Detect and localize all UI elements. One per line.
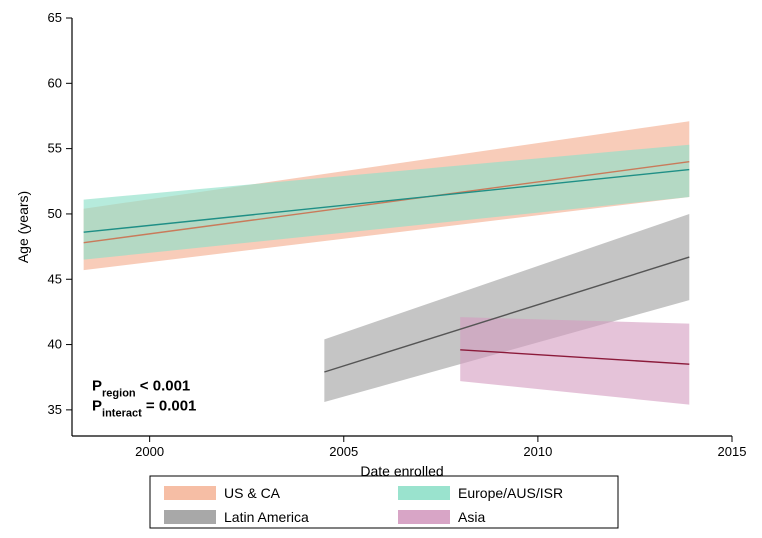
legend-swatch-3 [398,510,450,524]
legend-label-1: Europe/AUS/ISR [458,485,563,501]
y-tick-label: 60 [48,75,62,90]
legend: US & CA Europe/AUS/ISR Latin America Asia [150,476,618,528]
y-tick-label: 65 [48,10,62,25]
p-interact-sub: interact [102,407,142,419]
y-tick-label: 35 [48,402,62,417]
legend-label-2: Latin America [224,509,309,525]
p-region-sub: region [102,387,136,399]
legend-swatch-1 [398,486,450,500]
x-tick-label: 2005 [329,444,358,459]
p-region-label: P [92,377,102,394]
x-tick-label: 2015 [718,444,747,459]
legend-frame [150,476,618,528]
p-region-rest: < 0.001 [136,377,191,394]
y-tick-label: 55 [48,141,62,156]
legend-label-3: Asia [458,509,485,525]
y-tick-label: 45 [48,271,62,286]
legend-label-0: US & CA [224,485,281,501]
y-tick-label: 50 [48,206,62,221]
y-tick-label: 40 [48,337,62,352]
age-vs-enrollment-chart: 35 40 45 50 55 60 65 2000 2005 2010 2015 Age (years… [0,0,762,538]
y-axis-label: Age (years) [15,191,31,263]
legend-swatch-0 [164,486,216,500]
p-interact-label: P [92,397,102,414]
p-interact-rest: = 0.001 [142,397,197,414]
x-tick-label: 2000 [135,444,164,459]
legend-swatch-2 [164,510,216,524]
x-tick-label: 2010 [523,444,552,459]
